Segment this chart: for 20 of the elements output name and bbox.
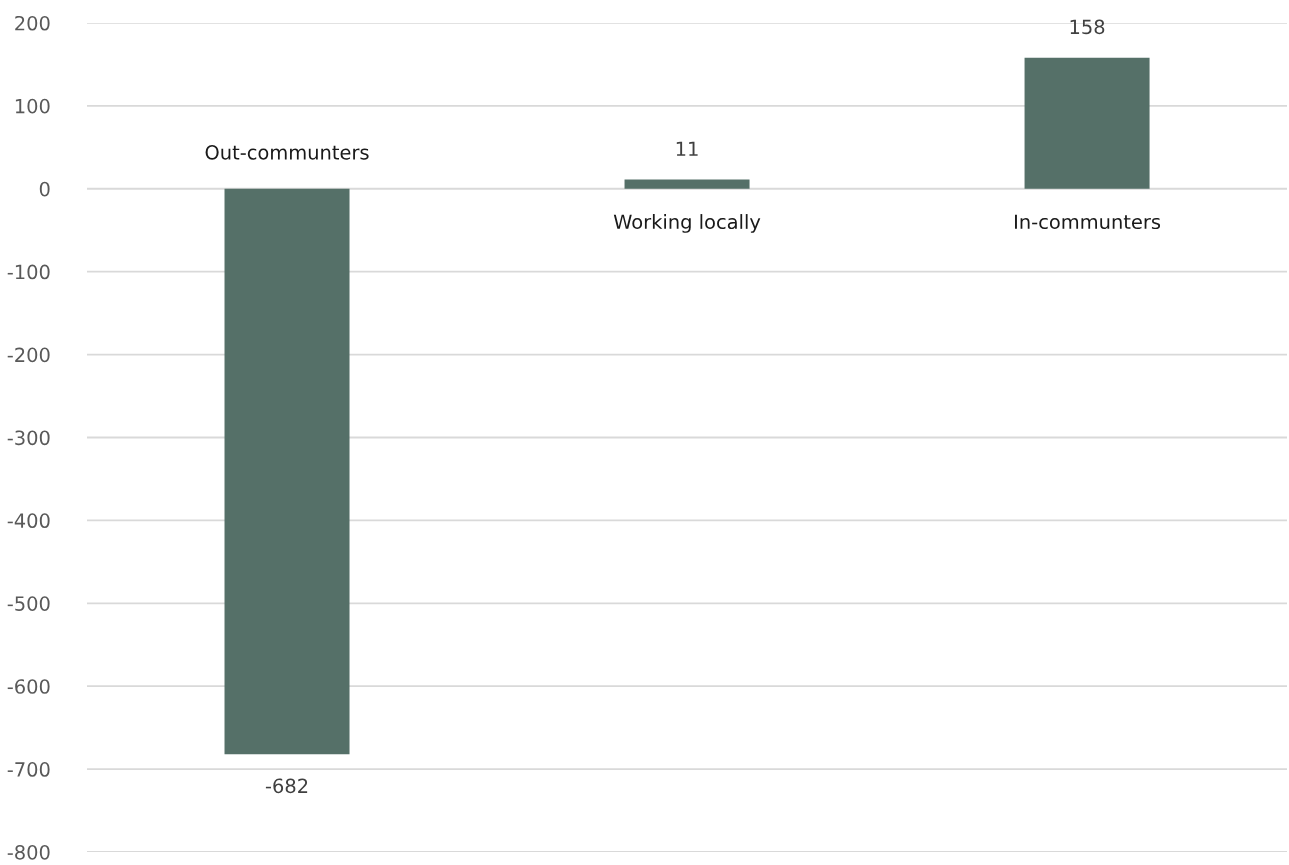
y-tick-label: -200 xyxy=(7,347,50,363)
y-tick-label: -600 xyxy=(7,679,50,694)
y-tick-label: -300 xyxy=(7,430,50,446)
bar xyxy=(624,179,750,189)
y-tick-label: -800 xyxy=(7,844,50,860)
data-label: -682 xyxy=(265,778,308,794)
bar xyxy=(224,188,350,755)
x-tick-label: In-communters xyxy=(1015,214,1161,230)
x-tick-label: Out-communters xyxy=(205,144,369,160)
data-label: 158 xyxy=(1070,19,1105,35)
bar xyxy=(1024,57,1150,189)
y-tick-label: -700 xyxy=(7,762,50,777)
y-tick-label: 0 xyxy=(39,181,50,197)
y-tick-label: 200 xyxy=(15,15,50,31)
x-tick-label: Working locally xyxy=(613,214,761,233)
y-tick-label: 100 xyxy=(15,98,50,114)
y-tick-label: -400 xyxy=(7,513,50,529)
data-label: 11 xyxy=(676,141,698,156)
y-tick-label: -500 xyxy=(7,596,50,611)
y-tick-label: -100 xyxy=(7,264,50,280)
